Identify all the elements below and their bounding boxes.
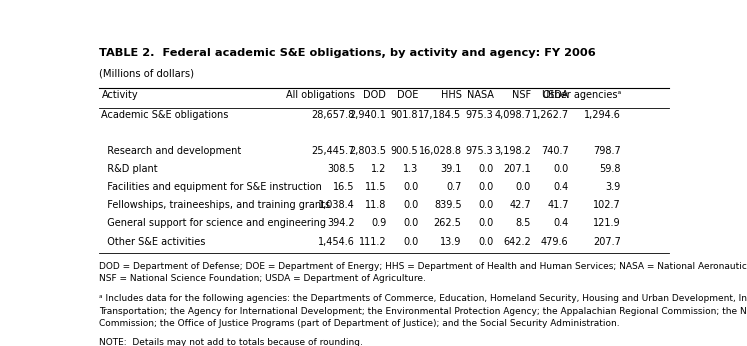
Text: 28,657.8: 28,657.8 <box>311 110 355 120</box>
Text: 16.5: 16.5 <box>333 182 355 192</box>
Text: 111.2: 111.2 <box>359 237 386 247</box>
Text: 975.3: 975.3 <box>465 110 494 120</box>
Text: 207.7: 207.7 <box>593 237 621 247</box>
Text: 0.0: 0.0 <box>403 182 418 192</box>
Text: 0.7: 0.7 <box>446 182 462 192</box>
Text: Commission; the Office of Justice Programs (part of Department of Justice); and : Commission; the Office of Justice Progra… <box>99 319 620 328</box>
Text: 59.8: 59.8 <box>599 164 621 174</box>
Text: 642.2: 642.2 <box>503 237 531 247</box>
Text: Academic S&E obligations: Academic S&E obligations <box>102 110 229 120</box>
Text: 207.1: 207.1 <box>503 164 531 174</box>
Text: 11.5: 11.5 <box>365 182 386 192</box>
Text: 17,184.5: 17,184.5 <box>418 110 462 120</box>
Text: HHS: HHS <box>441 90 462 100</box>
Text: All obligations: All obligations <box>285 90 355 100</box>
Text: 262.5: 262.5 <box>434 218 462 228</box>
Text: 0.0: 0.0 <box>403 237 418 247</box>
Text: Other agenciesᵃ: Other agenciesᵃ <box>542 90 621 100</box>
Text: 901.8: 901.8 <box>391 110 418 120</box>
Text: 11.8: 11.8 <box>365 200 386 210</box>
Text: DOD: DOD <box>364 90 386 100</box>
Text: 0.4: 0.4 <box>554 182 568 192</box>
Text: 3.9: 3.9 <box>606 182 621 192</box>
Text: R&D plant: R&D plant <box>102 164 158 174</box>
Text: TABLE 2.  Federal academic S&E obligations, by activity and agency: FY 2006: TABLE 2. Federal academic S&E obligation… <box>99 48 596 58</box>
Text: 42.7: 42.7 <box>509 200 531 210</box>
Text: NOTE:  Details may not add to totals because of rounding.: NOTE: Details may not add to totals beca… <box>99 337 363 346</box>
Text: 121.9: 121.9 <box>593 218 621 228</box>
Text: 4,098.7: 4,098.7 <box>495 110 531 120</box>
Text: 8.5: 8.5 <box>515 218 531 228</box>
Text: 102.7: 102.7 <box>593 200 621 210</box>
Text: 1.3: 1.3 <box>403 164 418 174</box>
Text: 0.0: 0.0 <box>478 237 494 247</box>
Text: Facilities and equipment for S&E instruction: Facilities and equipment for S&E instruc… <box>102 182 323 192</box>
Text: 1,294.6: 1,294.6 <box>584 110 621 120</box>
Text: 0.0: 0.0 <box>478 218 494 228</box>
Text: General support for science and engineering: General support for science and engineer… <box>102 218 326 228</box>
Text: 1,262.7: 1,262.7 <box>532 110 568 120</box>
Text: 479.6: 479.6 <box>541 237 568 247</box>
Text: 0.0: 0.0 <box>478 200 494 210</box>
Text: 1,038.4: 1,038.4 <box>317 200 355 210</box>
Text: Transportation; the Agency for International Development; the Environmental Prot: Transportation; the Agency for Internati… <box>99 307 747 316</box>
Text: 0.0: 0.0 <box>554 164 568 174</box>
Text: 839.5: 839.5 <box>434 200 462 210</box>
Text: 1,454.6: 1,454.6 <box>317 237 355 247</box>
Text: 394.2: 394.2 <box>327 218 355 228</box>
Text: 900.5: 900.5 <box>391 146 418 156</box>
Text: Activity: Activity <box>102 90 138 100</box>
Text: NSF = National Science Foundation; USDA = Department of Agriculture.: NSF = National Science Foundation; USDA … <box>99 274 426 283</box>
Text: 798.7: 798.7 <box>593 146 621 156</box>
Text: NSF: NSF <box>512 90 531 100</box>
Text: 0.0: 0.0 <box>515 182 531 192</box>
Text: 0.0: 0.0 <box>478 182 494 192</box>
Text: 3,198.2: 3,198.2 <box>495 146 531 156</box>
Text: 0.0: 0.0 <box>403 218 418 228</box>
Text: 2,940.1: 2,940.1 <box>350 110 386 120</box>
Text: 41.7: 41.7 <box>547 200 568 210</box>
Text: 308.5: 308.5 <box>327 164 355 174</box>
Text: Other S&E activities: Other S&E activities <box>102 237 206 247</box>
Text: 0.4: 0.4 <box>554 218 568 228</box>
Text: 16,028.8: 16,028.8 <box>418 146 462 156</box>
Text: 0.0: 0.0 <box>403 200 418 210</box>
Text: (Millions of dollars): (Millions of dollars) <box>99 68 194 78</box>
Text: 0.9: 0.9 <box>371 218 386 228</box>
Text: DOD = Department of Defense; DOE = Department of Energy; HHS = Department of Hea: DOD = Department of Defense; DOE = Depar… <box>99 262 747 271</box>
Text: 740.7: 740.7 <box>541 146 568 156</box>
Text: USDA: USDA <box>542 90 568 100</box>
Text: 0.0: 0.0 <box>478 164 494 174</box>
Text: NASA: NASA <box>467 90 494 100</box>
Text: Research and development: Research and development <box>102 146 242 156</box>
Text: ᵃ Includes data for the following agencies: the Departments of Commerce, Educati: ᵃ Includes data for the following agenci… <box>99 294 747 303</box>
Text: 975.3: 975.3 <box>465 146 494 156</box>
Text: 39.1: 39.1 <box>440 164 462 174</box>
Text: Fellowships, traineeships, and training grants: Fellowships, traineeships, and training … <box>102 200 331 210</box>
Text: DOE: DOE <box>397 90 418 100</box>
Text: 25,445.7: 25,445.7 <box>311 146 355 156</box>
Text: 1.2: 1.2 <box>371 164 386 174</box>
Text: 2,803.5: 2,803.5 <box>350 146 386 156</box>
Text: 13.9: 13.9 <box>440 237 462 247</box>
